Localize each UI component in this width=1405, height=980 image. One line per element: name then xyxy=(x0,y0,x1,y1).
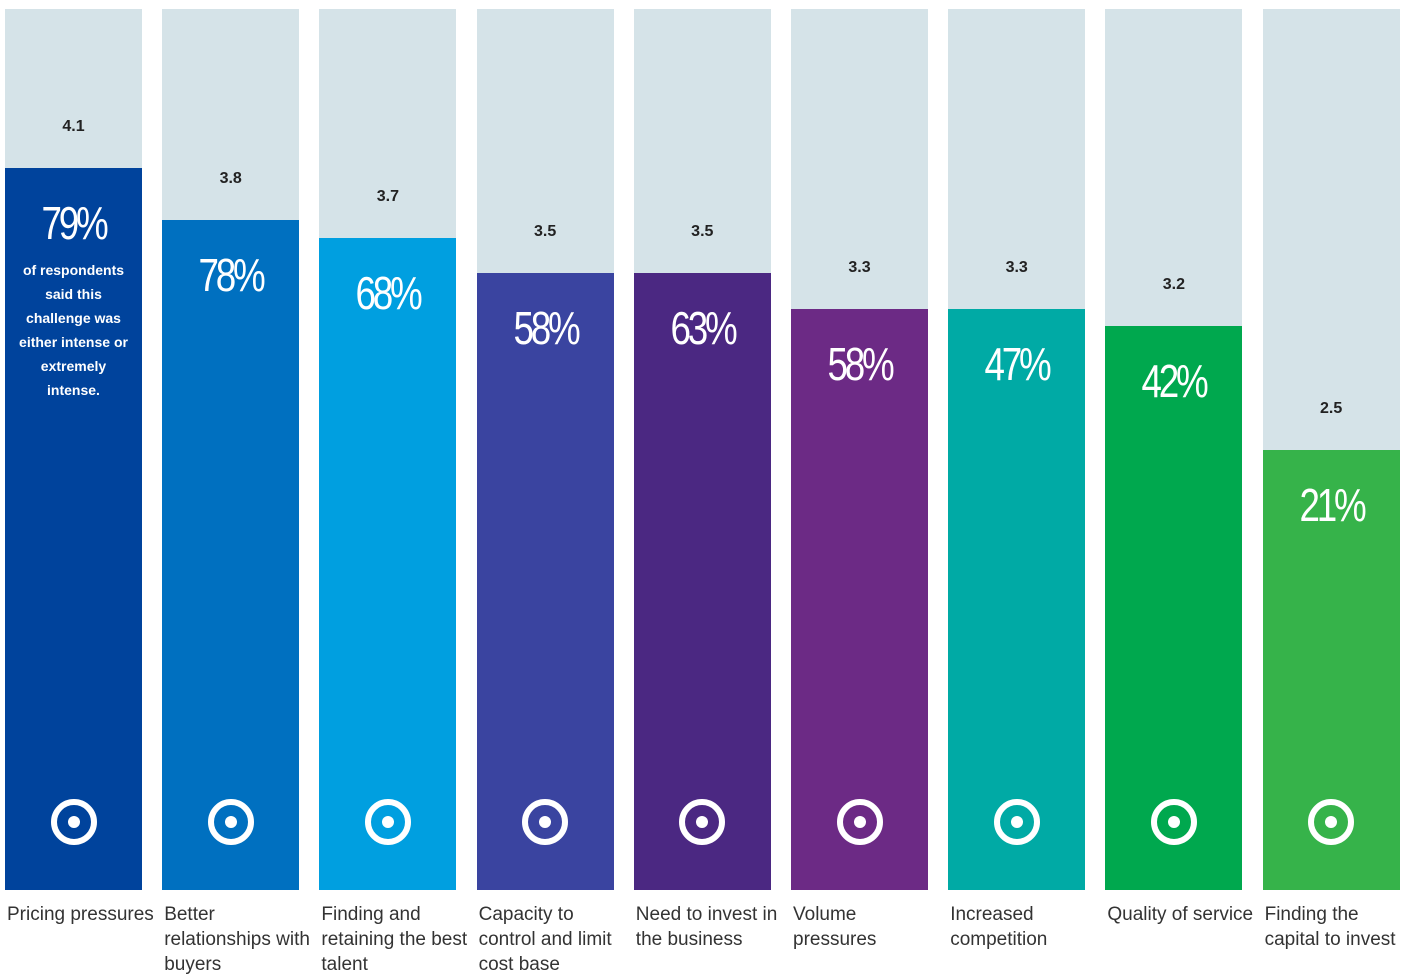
percent-label: 63% xyxy=(670,302,737,355)
bar xyxy=(948,308,1086,890)
score-label: 2.5 xyxy=(1319,399,1343,417)
category-label: Finding and retaining the best talent xyxy=(321,904,468,975)
category-label: Increased competition xyxy=(950,904,1048,950)
annotation: of respondents said this challenge was e… xyxy=(19,262,128,398)
percent-label: 78% xyxy=(198,249,266,302)
icon xyxy=(1308,799,1355,845)
score-label: 3.5 xyxy=(691,223,714,241)
category-label: Volume pressures xyxy=(793,904,877,950)
percent-label: 68% xyxy=(355,267,423,320)
bar xyxy=(5,167,142,890)
icon xyxy=(207,799,254,845)
icon xyxy=(679,799,726,845)
category-label: Finding the capital to invest xyxy=(1264,904,1396,950)
score-label: 3.7 xyxy=(376,188,400,206)
bar xyxy=(791,308,928,890)
score-label: 3.3 xyxy=(1005,258,1028,276)
score-label: 3.8 xyxy=(219,170,242,188)
percent-label: 58% xyxy=(513,302,580,355)
score-label: 4.1 xyxy=(62,117,85,135)
percent-label: 79% xyxy=(41,196,108,249)
percent-label: 21% xyxy=(1299,478,1366,531)
bar xyxy=(319,238,457,890)
icon xyxy=(50,799,97,845)
bar xyxy=(162,220,300,890)
category-label: Pricing pressures xyxy=(7,904,154,925)
category-label: Need to invest in the business xyxy=(635,904,778,950)
bar xyxy=(476,273,614,890)
bar xyxy=(633,273,771,890)
percent-label: 42% xyxy=(1141,355,1209,408)
bar xyxy=(1105,326,1243,890)
icon xyxy=(1150,799,1197,845)
icon xyxy=(522,799,569,845)
percent-label: 47% xyxy=(984,337,1052,390)
percent-label: 58% xyxy=(827,337,894,390)
category-label: Quality of service xyxy=(1107,904,1254,925)
icon xyxy=(364,799,411,845)
icon xyxy=(993,799,1040,845)
category-label: Better relationships with buyers xyxy=(164,904,310,975)
score-label: 3.3 xyxy=(848,258,871,276)
score-label: 3.5 xyxy=(533,223,557,241)
category-label: Capacity to control and limit cost base xyxy=(478,904,612,975)
score-label: 3.2 xyxy=(1162,276,1186,294)
icon xyxy=(836,799,883,845)
